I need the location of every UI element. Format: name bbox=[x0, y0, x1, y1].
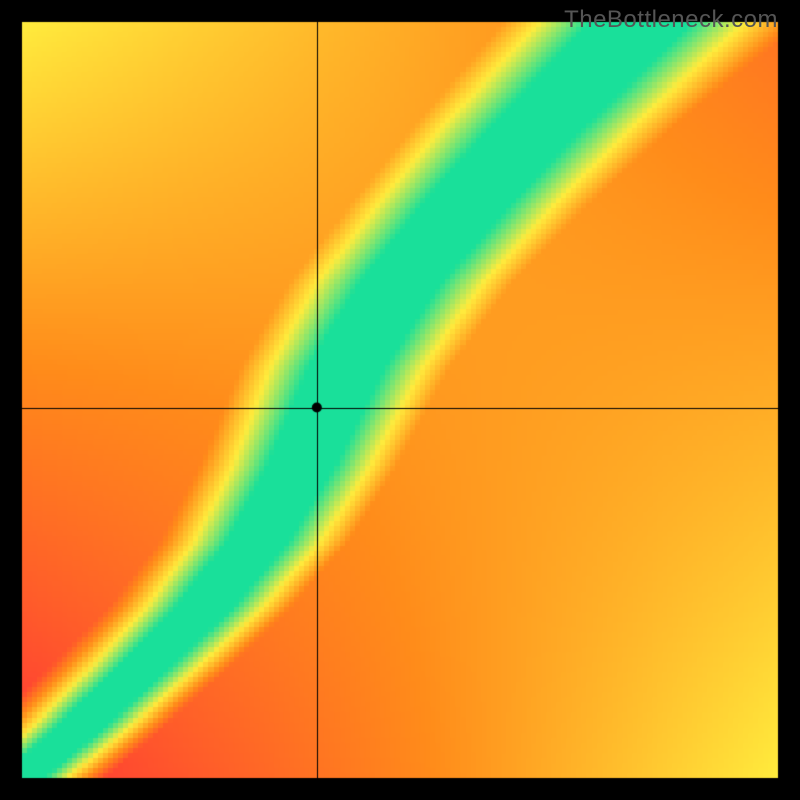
chart-container: { "watermark": "TheBottleneck.com", "cha… bbox=[0, 0, 800, 800]
bottleneck-heatmap bbox=[0, 0, 800, 800]
